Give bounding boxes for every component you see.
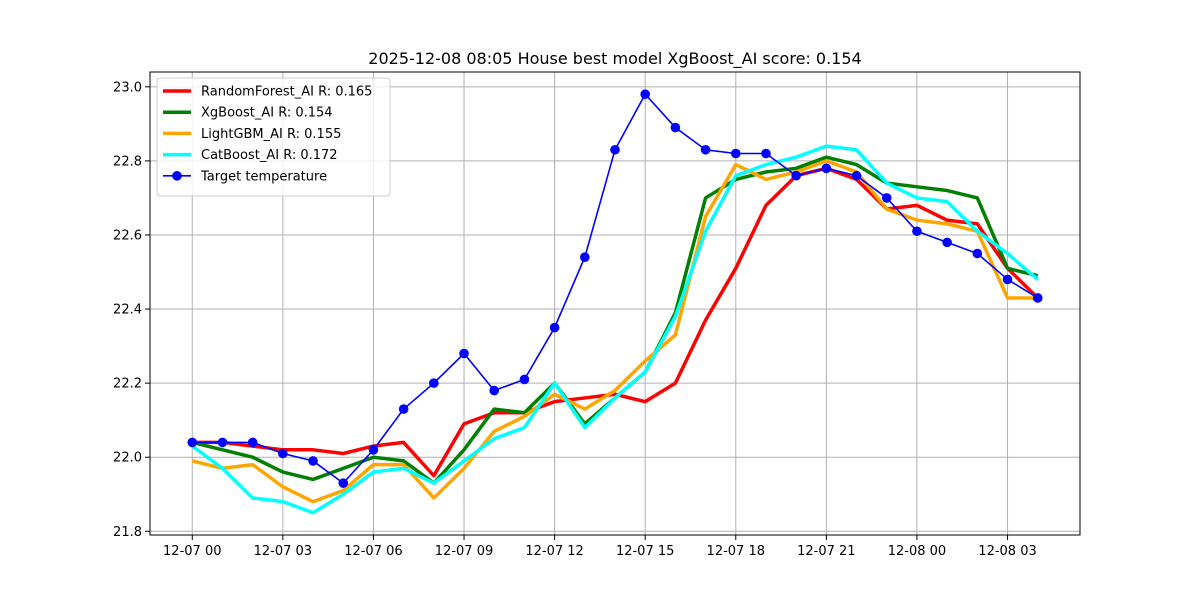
series-4-point-9: [459, 348, 469, 359]
legend-marker-4: [172, 171, 182, 181]
series-4-point-14: [610, 144, 620, 155]
legend-entry-1: XgBoost_AI R: 0.154: [163, 106, 333, 121]
series-2: [191, 159, 1038, 504]
legend-label-3: CatBoost_AI R: 0.172: [201, 148, 338, 163]
series-4-point-28: [1032, 293, 1043, 303]
series-4-point-18: [730, 148, 741, 159]
series-4-point-16: [670, 122, 681, 133]
series-4-point-20: [791, 170, 801, 181]
series-4-point-11: [519, 374, 530, 385]
series-4-point-7: [398, 404, 409, 414]
series-4-point-15: [640, 89, 650, 100]
series-3: [191, 144, 1039, 515]
x-tick-label-5: 12-07 15: [616, 544, 674, 559]
legend-label-4: Target temperature: [200, 169, 327, 184]
series-4-point-6: [368, 445, 379, 455]
series-4-point-2: [247, 437, 258, 448]
legend-entry-4: Target temperature: [163, 169, 327, 184]
series-4-point-3: [278, 448, 288, 459]
series-line-3: [191, 144, 1039, 515]
series-4-point-24: [912, 226, 922, 237]
series-4-point-26: [972, 248, 983, 259]
series-0: [192, 166, 1039, 478]
series-lines: [187, 89, 1043, 515]
y-tick-label-5: 22.8: [113, 154, 142, 169]
series-4-point-0: [187, 437, 198, 448]
x-tick-label-8: 12-08 00: [888, 544, 946, 559]
series-4-point-4: [308, 456, 318, 466]
series-4-point-22: [851, 170, 862, 181]
series-4-point-23: [881, 193, 892, 203]
x-tick-label-9: 12-08 03: [978, 544, 1036, 559]
legend-label-1: XgBoost_AI R: 0.154: [201, 106, 333, 121]
series-4-point-25: [942, 237, 952, 248]
x-tick-label-4: 12-07 12: [525, 544, 583, 559]
chart-title: 2025-12-08 08:05 House best model XgBoos…: [368, 49, 861, 69]
y-tick-label-2: 22.2: [113, 377, 142, 392]
legend-box: [156, 77, 391, 197]
x-tick-label-0: 12-07 00: [163, 544, 221, 559]
y-tick-label-0: 21.8: [113, 525, 142, 540]
legend-label-2: LightGBM_AI R: 0.155: [201, 127, 341, 142]
x-tick-label-1: 12-07 03: [254, 544, 312, 559]
series-4-point-5: [338, 478, 349, 488]
x-tick-label-7: 12-07 21: [797, 544, 855, 559]
axes: 12-07 00 12-07 03 12-07 06 12-07 09 12-07 12…: [113, 80, 1037, 559]
y-tick-label-3: 22.4: [113, 303, 142, 318]
series-4-point-19: [761, 148, 771, 159]
series-4-point-17: [700, 144, 711, 155]
y-tick-label-1: 22.0: [113, 451, 142, 466]
series-4: [187, 89, 1043, 488]
legend-entry-2: LightGBM_AI R: 0.155: [163, 127, 341, 142]
x-tick-label-6: 12-07 18: [707, 544, 765, 559]
legend: RandomForest_AI R: 0.165 XgBoost_AI R: 0.…: [156, 77, 391, 197]
series-4-point-21: [821, 163, 832, 174]
series-4-point-10: [489, 385, 500, 396]
legend-entry-0: RandomForest_AI R: 0.165: [163, 85, 372, 100]
y-tick-label-6: 23.0: [113, 80, 142, 95]
series-line-0: [192, 166, 1039, 478]
series-line-2: [191, 159, 1038, 504]
x-tick-label-2: 12-07 06: [344, 544, 402, 559]
legend-entry-3: CatBoost_AI R: 0.172: [163, 148, 338, 163]
series-4-point-1: [217, 437, 228, 448]
series-4-point-12: [549, 322, 560, 333]
series-4-point-13: [580, 252, 590, 262]
x-tick-label-3: 12-07 09: [435, 544, 493, 559]
series-4-point-8: [429, 378, 439, 388]
legend-label-0: RandomForest_AI R: 0.165: [201, 85, 372, 100]
plot-frame: [149, 71, 1081, 536]
y-tick-label-4: 22.6: [113, 228, 142, 243]
series-4-point-27: [1002, 274, 1013, 285]
